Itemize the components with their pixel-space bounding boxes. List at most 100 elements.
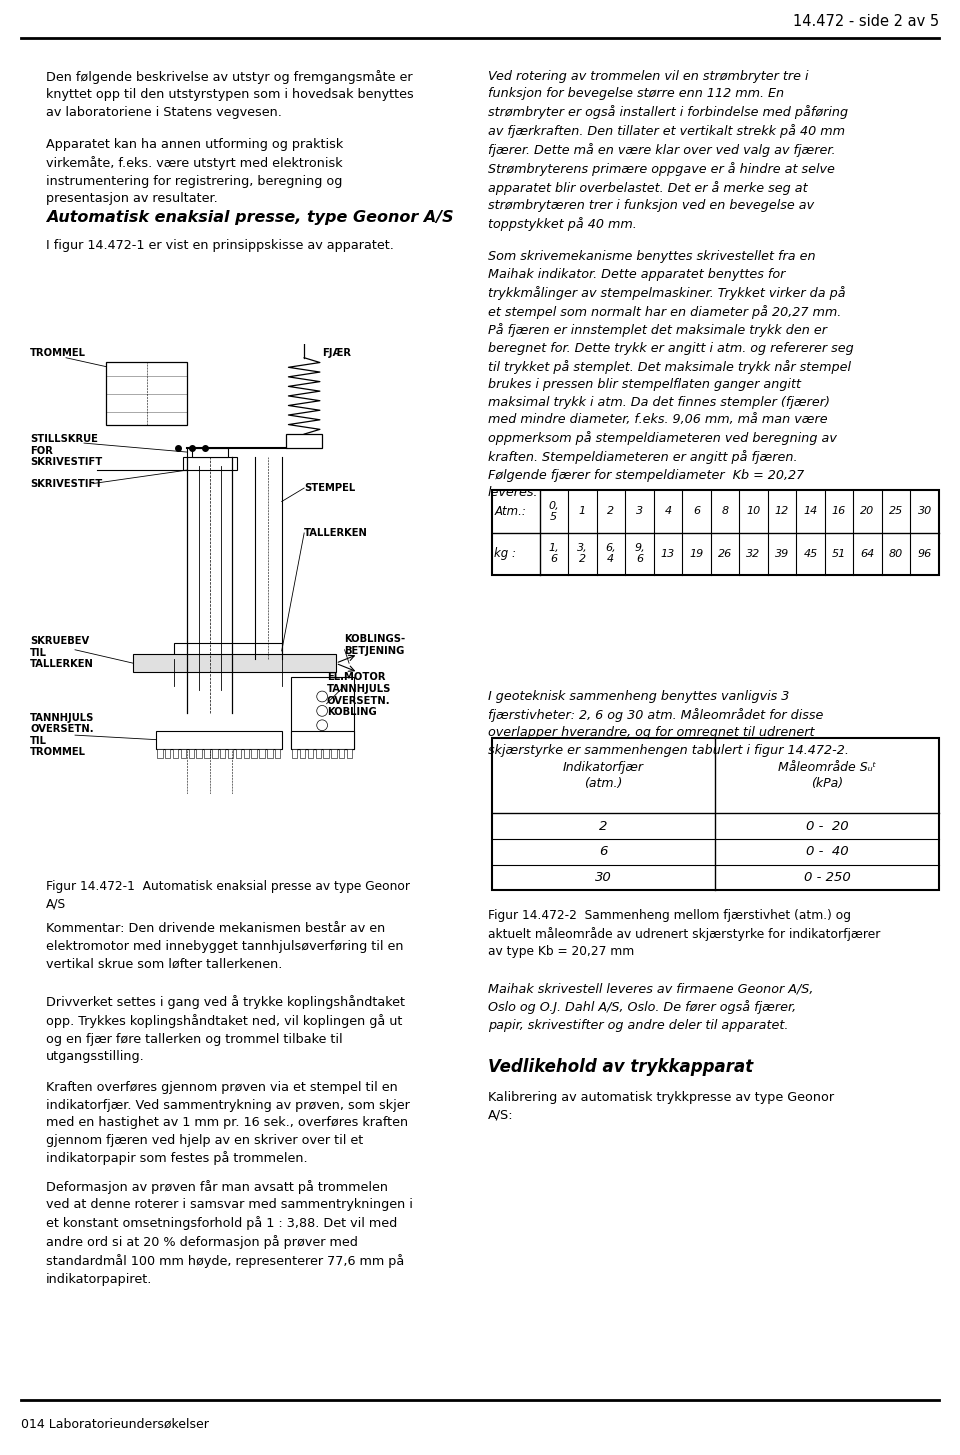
Bar	[180, 749, 186, 758]
Text: Kalibrering av automatisk trykkpresse av type Geonor
A/S:: Kalibrering av automatisk trykkpresse av…	[488, 1091, 834, 1122]
Text: SKRUEBEV
TIL
TALLERKEN: SKRUEBEV TIL TALLERKEN	[30, 636, 94, 669]
Circle shape	[317, 691, 327, 701]
Text: SKRIVESTIFT: SKRIVESTIFT	[30, 479, 103, 489]
Bar	[347, 749, 352, 758]
Text: Ved rotering av trommelen vil en strømbryter tre i
funksjon for bevegelse større: Ved rotering av trommelen vil en strømbr…	[488, 70, 848, 231]
Bar	[187, 448, 210, 461]
Bar	[331, 749, 337, 758]
Text: Som skrivemekanisme benyttes skrivestellet fra en
Maihak indikator. Dette appara: Som skrivemekanisme benyttes skrivestell…	[488, 250, 853, 499]
Text: 4: 4	[664, 506, 671, 517]
Text: 2: 2	[599, 819, 608, 832]
Text: 3: 3	[636, 506, 643, 517]
Text: Måleområde Sᵤᵗ
(kPa): Måleområde Sᵤᵗ (kPa)	[778, 761, 876, 790]
Text: Deformasjon av prøven får man avsatt på trommelen
ved at denne roterer i samsvar: Deformasjon av prøven får man avsatt på …	[46, 1180, 413, 1286]
Bar	[212, 749, 218, 758]
Text: 51: 51	[832, 549, 846, 559]
Text: 19: 19	[689, 549, 704, 559]
Text: Figur 14.472-2  Sammenheng mellom fjærstivhet (atm.) og
aktuelt måleområde av ud: Figur 14.472-2 Sammenheng mellom fjærsti…	[488, 909, 880, 957]
Text: 20: 20	[860, 506, 875, 517]
Text: 9,
6: 9, 6	[634, 543, 645, 565]
Bar	[291, 730, 353, 749]
Bar	[291, 677, 353, 749]
Text: Automatisk enaksial presse, type Geonor A/S: Automatisk enaksial presse, type Geonor …	[46, 210, 454, 224]
Text: KOBLINGS-
BETJENING: KOBLINGS- BETJENING	[345, 634, 406, 656]
Text: STILLSKRUE
FOR
SKRIVESTIFT: STILLSKRUE FOR SKRIVESTIFT	[30, 434, 103, 467]
Bar	[259, 749, 265, 758]
Bar	[228, 749, 233, 758]
Text: 014 Laboratorieundersøkelser: 014 Laboratorieundersøkelser	[21, 1417, 209, 1430]
Text: Maihak skrivestell leveres av firmaene Geonor A/S,
Oslo og O.J. Dahl A/S, Oslo. : Maihak skrivestell leveres av firmaene G…	[488, 982, 813, 1032]
Text: 0 -  20: 0 - 20	[805, 819, 849, 832]
Text: I geoteknisk sammenheng benyttes vanligvis 3
fjærstivheter: 2, 6 og 30 atm. Måle: I geoteknisk sammenheng benyttes vanligv…	[488, 690, 849, 757]
Bar	[244, 749, 249, 758]
Text: Vedlikehold av trykkapparat: Vedlikehold av trykkapparat	[488, 1058, 753, 1075]
Text: 96: 96	[918, 549, 932, 559]
Text: 8: 8	[721, 506, 729, 517]
Text: 2: 2	[608, 506, 614, 517]
Text: 14: 14	[804, 506, 818, 517]
Text: Figur 14.472-1  Automatisk enaksial presse av type Geonor
A/S: Figur 14.472-1 Automatisk enaksial press…	[46, 880, 410, 911]
Bar	[220, 749, 226, 758]
Text: 6: 6	[599, 845, 608, 858]
Text: 45: 45	[804, 549, 818, 559]
Bar	[307, 749, 313, 758]
Bar	[286, 434, 323, 448]
Text: Den følgende beskrivelse av utstyr og fremgangsmåte er
knyttet opp til den utsty: Den følgende beskrivelse av utstyr og fr…	[46, 70, 414, 119]
Bar	[292, 749, 298, 758]
Text: FJÆR: FJÆR	[323, 348, 351, 358]
Text: STEMPEL: STEMPEL	[304, 483, 355, 493]
Bar	[192, 448, 228, 457]
Text: 13: 13	[660, 549, 675, 559]
Bar	[173, 749, 179, 758]
Text: TROMMEL: TROMMEL	[30, 348, 86, 358]
Text: 12: 12	[775, 506, 789, 517]
Bar	[276, 749, 280, 758]
Text: Kraften overføres gjennom prøven via et stempel til en
indikatorfjær. Ved sammen: Kraften overføres gjennom prøven via et …	[46, 1081, 410, 1165]
Text: 39: 39	[775, 549, 789, 559]
Bar	[182, 457, 237, 470]
Circle shape	[317, 735, 327, 745]
Text: Drivverket settes i gang ved å trykke koplingshåndtaket
opp. Trykkes koplingshån: Drivverket settes i gang ved å trykke ko…	[46, 995, 405, 1064]
Text: 26: 26	[718, 549, 732, 559]
Text: 0 - 250: 0 - 250	[804, 872, 851, 885]
Text: Apparatet kan ha annen utforming og praktisk
virkemåte, f.eks. være utstyrt med : Apparatet kan ha annen utforming og prak…	[46, 138, 344, 205]
Bar	[324, 749, 328, 758]
Text: 0,
5: 0, 5	[548, 501, 559, 522]
Text: Indikatorfjær
(atm.): Indikatorfjær (atm.)	[563, 761, 644, 790]
Text: 6: 6	[693, 506, 700, 517]
Circle shape	[317, 706, 327, 716]
Bar	[156, 730, 281, 749]
Text: TALLERKEN: TALLERKEN	[304, 528, 368, 538]
Text: 64: 64	[860, 549, 875, 559]
Bar	[107, 362, 187, 425]
Bar	[316, 749, 321, 758]
Bar	[252, 749, 257, 758]
Text: 25: 25	[889, 506, 903, 517]
Text: 30: 30	[595, 872, 612, 885]
Text: TANNHJULS
OVERSETN.
TIL
TROMMEL: TANNHJULS OVERSETN. TIL TROMMEL	[30, 713, 94, 758]
Text: EL.MOTOR
TANNHJULS
OVERSETN.
KOBLING: EL.MOTOR TANNHJULS OVERSETN. KOBLING	[326, 672, 391, 717]
Text: I figur 14.472-1 er vist en prinsippskisse av apparatet.: I figur 14.472-1 er vist en prinsippskis…	[46, 239, 394, 252]
Bar	[174, 643, 281, 659]
Circle shape	[317, 720, 327, 730]
Bar	[188, 749, 194, 758]
Text: 3,
2: 3, 2	[577, 543, 588, 565]
Bar	[157, 749, 162, 758]
Bar	[204, 749, 209, 758]
Text: 6,
4: 6, 4	[606, 543, 616, 565]
Text: 16: 16	[832, 506, 846, 517]
Bar	[236, 749, 241, 758]
Bar	[492, 490, 939, 575]
Text: 1,
6: 1, 6	[548, 543, 559, 565]
Bar	[339, 749, 345, 758]
Bar	[492, 738, 939, 890]
Bar	[267, 749, 273, 758]
Text: 0 -  40: 0 - 40	[805, 845, 849, 858]
Text: kg :: kg :	[494, 547, 516, 560]
Bar	[165, 749, 170, 758]
Text: Kommentar: Den drivende mekanismen består av en
elektromotor med innebygget tann: Kommentar: Den drivende mekanismen bestå…	[46, 922, 403, 970]
Text: 80: 80	[889, 549, 903, 559]
Bar	[197, 749, 202, 758]
Bar	[133, 655, 336, 672]
Text: 1: 1	[579, 506, 586, 517]
